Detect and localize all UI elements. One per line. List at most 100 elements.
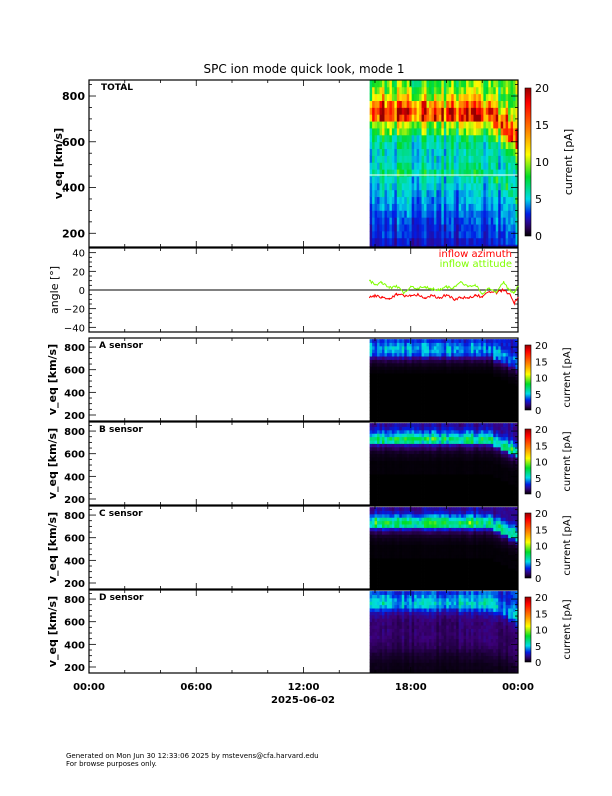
heatmap-cell <box>409 484 412 488</box>
heatmap-cell <box>483 450 486 454</box>
heatmap-cell <box>439 121 442 128</box>
heatmap-cell <box>486 217 489 224</box>
heatmap-cell <box>387 433 390 437</box>
heatmap-cell <box>414 450 417 454</box>
heatmap-cell <box>486 370 489 374</box>
heatmap-cell <box>412 210 415 217</box>
heatmap-cell <box>471 383 474 387</box>
heatmap-cell <box>392 204 395 211</box>
heatmap-cell <box>389 210 392 217</box>
heatmap-cell <box>392 190 395 197</box>
heatmap-cell <box>449 471 452 475</box>
heatmap-cell <box>456 366 459 370</box>
heatmap-cell <box>394 477 397 481</box>
heatmap-cell <box>377 128 380 135</box>
heatmap-cell <box>444 464 447 468</box>
heatmap-cell <box>441 450 444 454</box>
heatmap-cell <box>389 454 392 458</box>
heatmap-cell <box>389 555 392 559</box>
heatmap-cell <box>469 217 472 224</box>
heatmap-cell <box>491 204 494 211</box>
heatmap-cell <box>434 440 437 444</box>
heatmap-cell <box>370 440 373 444</box>
heatmap-cell <box>459 353 462 357</box>
heatmap-cell <box>417 461 420 465</box>
heatmap-cell <box>441 474 444 478</box>
heatmap-cell <box>508 142 511 149</box>
heatmap-cell <box>422 457 425 461</box>
heatmap-cell <box>377 461 380 465</box>
heatmap-cell <box>397 568 400 572</box>
heatmap-cell <box>476 346 479 350</box>
heatmap-cell <box>491 128 494 135</box>
heatmap-cell <box>508 210 511 217</box>
heatmap-cell <box>397 183 400 190</box>
heatmap-cell <box>498 433 501 437</box>
heatmap-cell <box>451 491 454 495</box>
heatmap-cell <box>464 407 467 411</box>
heatmap-cell <box>436 162 439 169</box>
heatmap-cell <box>439 484 442 488</box>
heatmap-cell <box>501 128 504 135</box>
heatmap-cell <box>464 461 467 465</box>
heatmap-cell <box>377 488 380 492</box>
panel-label: TOTAL <box>101 83 133 93</box>
heatmap-cell <box>466 457 469 461</box>
heatmap-cell <box>486 474 489 478</box>
heatmap-cell <box>476 433 479 437</box>
heatmap-cell <box>384 517 387 521</box>
heatmap-cell <box>501 114 504 121</box>
heatmap-cell <box>370 204 373 211</box>
heatmap-cell <box>419 440 422 444</box>
heatmap-cell <box>469 474 472 478</box>
heatmap-cell <box>407 107 410 114</box>
heatmap-cell <box>513 155 516 162</box>
heatmap-cell <box>407 210 410 217</box>
heatmap-cell <box>473 467 476 471</box>
heatmap-cell <box>449 155 452 162</box>
heatmap-cell <box>469 404 472 408</box>
heatmap-cell <box>459 404 462 408</box>
heatmap-cell <box>402 353 405 357</box>
heatmap-cell <box>476 390 479 394</box>
heatmap-cell <box>459 197 462 204</box>
heatmap-cell <box>506 404 509 408</box>
heatmap-cell <box>417 450 420 454</box>
heatmap-cell <box>389 142 392 149</box>
heatmap-cell <box>459 366 462 370</box>
heatmap-cell <box>394 142 397 149</box>
heatmap-cell <box>375 231 378 238</box>
heatmap-cell <box>402 410 405 414</box>
heatmap-cell <box>498 87 501 94</box>
heatmap-cell <box>422 101 425 108</box>
heatmap-cell <box>469 481 472 485</box>
heatmap-cell <box>431 491 434 495</box>
heatmap-cell <box>389 121 392 128</box>
heatmap-cell <box>422 440 425 444</box>
heatmap-cell <box>501 461 504 465</box>
heatmap-cell <box>471 393 474 397</box>
heatmap-cell <box>496 197 499 204</box>
heatmap-cell <box>407 534 410 538</box>
heatmap-cell <box>389 531 392 535</box>
heatmap-cell <box>431 467 434 471</box>
heatmap-cell <box>478 410 481 414</box>
heatmap-cell <box>496 404 499 408</box>
heatmap-cell <box>424 474 427 478</box>
heatmap-cell <box>409 400 412 404</box>
heatmap-cell <box>441 440 444 444</box>
heatmap-cell <box>397 107 400 114</box>
heatmap-cell <box>372 568 375 572</box>
heatmap-cell <box>488 454 491 458</box>
heatmap-cell <box>427 135 430 142</box>
heatmap-cell <box>394 397 397 401</box>
heatmap-cell <box>459 447 462 451</box>
heatmap-cell <box>471 363 474 367</box>
heatmap-cell <box>387 444 390 448</box>
heatmap-cell <box>439 464 442 468</box>
heatmap-cell <box>409 387 412 391</box>
heatmap-cell <box>387 538 390 542</box>
heatmap-cell <box>422 447 425 451</box>
heatmap-cell <box>417 231 420 238</box>
heatmap-cell <box>412 471 415 475</box>
